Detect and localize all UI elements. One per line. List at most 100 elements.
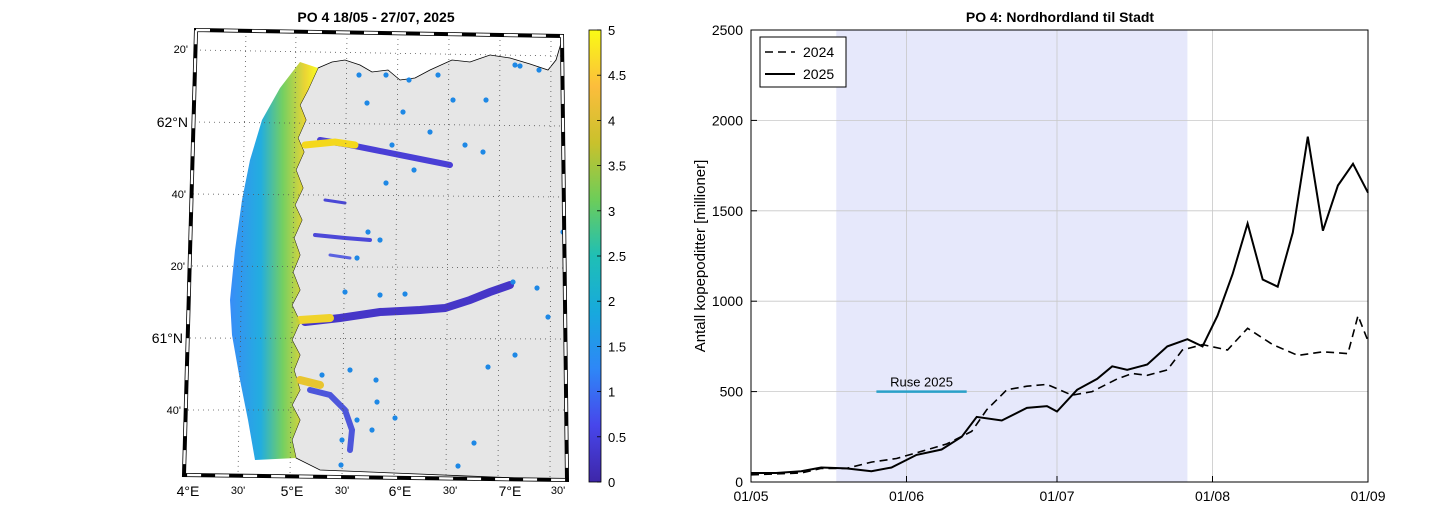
station-dot [402,291,408,297]
colorbar-tick-label: 0 [608,475,615,490]
ruse-label: Ruse 2025 [890,375,953,390]
station-dot [369,427,375,433]
lat-label: 20' [171,261,185,273]
lat-label: 62°N [157,114,188,130]
lon-label: 4°E [177,483,200,499]
legend-label-2024: 2024 [803,44,834,60]
shaded-period [836,30,1188,482]
series-2024-line [750,313,1369,476]
lon-label: 30' [335,485,349,497]
legend-box [759,36,847,88]
y-tick-label: 0 [735,474,743,490]
map-title: PO 4 18/05 - 27/07, 2025 [297,9,454,25]
colorbar-tick-label: 5 [608,23,615,38]
line-chart: PO 4: Nordhordland til Stadt Ruse 2025 0… [692,9,1386,504]
x-tick-label: 01/05 [733,488,768,504]
colorbar-tick-label: 1.5 [608,339,626,354]
x-tick-label: 01/08 [1195,488,1230,504]
station-dot [377,292,383,298]
station-dot [354,255,360,261]
lat-label: 40' [167,405,181,417]
y-axis-ticks: 0 500 1000 1500 2000 2500 [712,22,757,490]
station-dot [342,289,348,295]
station-dot [389,142,395,148]
legend: 2024 2025 [759,36,847,88]
chart-title: PO 4: Nordhordland til Stadt [966,9,1155,25]
station-dot [319,372,325,378]
legend-label-2025: 2025 [803,66,834,82]
station-dot [400,109,406,115]
station-dot [536,67,542,73]
plot-frame [750,29,1369,483]
station-dot [462,142,468,148]
station-dot [383,180,389,186]
y-tick-label: 2500 [712,22,743,38]
x-tick-label: 01/09 [1350,488,1385,504]
x-tick-label: 01/06 [889,488,924,504]
map-panel: PO 4 18/05 - 27/07, 2025 [152,9,570,499]
model-domain [230,62,318,460]
colorbar-tick-label: 3 [608,204,615,219]
lon-label: 6°E [389,483,412,499]
station-dot [338,462,344,468]
station-dot [364,100,370,106]
lon-label: 7°E [499,483,522,499]
station-dot [365,229,371,235]
station-dot [510,279,516,285]
y-tick-label: 500 [720,384,744,400]
map-frame [181,27,570,483]
lon-label: 30' [443,485,457,497]
land-area [291,39,567,481]
station-dot [377,237,383,243]
fjord-arms [296,137,514,453]
lat-label: 61°N [152,330,183,346]
station-dot [374,399,380,405]
sampling-stations [319,62,566,469]
station-dot [455,463,461,469]
y-tick-label: 2000 [712,112,743,128]
station-dot [512,352,518,358]
graticule [188,30,566,480]
station-dot [485,364,491,370]
station-dot [373,377,379,383]
colorbar-tick-label: 2 [608,294,615,309]
station-dot [534,285,540,291]
x-axis-ticks: 01/05 01/06 01/07 01/08 01/09 [733,476,1386,504]
colorbar-tick-label: 3.5 [608,159,626,174]
station-dot [427,129,433,135]
y-axis-label: Antall kopepoditter [millioner] [692,160,709,353]
lon-label: 5°E [281,483,304,499]
colorbar-tick-label: 1 [608,385,615,400]
colorbar-tick-label: 4 [608,113,615,128]
station-dot [480,149,486,155]
station-dot [339,437,345,443]
lon-label: 30' [231,485,245,497]
station-dot [411,167,417,173]
colorbar: 5 4.5 4 3.5 3 2.5 2 1.5 1 0.5 0 [588,23,626,490]
lon-label: 30' [551,485,565,497]
colorbar-ticks: 5 4.5 4 3.5 3 2.5 2 1.5 1 0.5 0 [597,23,626,490]
station-dot [512,62,518,68]
lat-label: 40' [172,189,186,201]
station-dot [517,63,523,69]
station-dot [483,97,489,103]
y-tick-label: 1000 [712,293,743,309]
y-tick-label: 1500 [712,203,743,219]
station-dot [354,417,360,423]
station-dot [383,72,389,78]
x-tick-label: 01/07 [1039,488,1074,504]
station-dot [450,97,456,103]
station-dot [545,314,551,320]
colorbar-tick-label: 4.5 [608,68,626,83]
station-dot [471,440,477,446]
station-dot [435,72,441,78]
colorbar-tick-label: 0.5 [608,430,626,445]
lat-label: 20' [174,44,188,56]
station-dot [392,415,398,421]
station-dot [356,72,362,78]
series-2025-line [751,136,1369,474]
colorbar-tick-label: 2.5 [608,249,626,264]
station-dot [347,367,353,373]
station-dot [406,77,412,83]
